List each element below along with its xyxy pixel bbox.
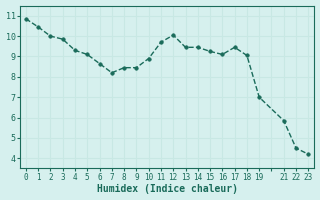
X-axis label: Humidex (Indice chaleur): Humidex (Indice chaleur) (97, 184, 237, 194)
